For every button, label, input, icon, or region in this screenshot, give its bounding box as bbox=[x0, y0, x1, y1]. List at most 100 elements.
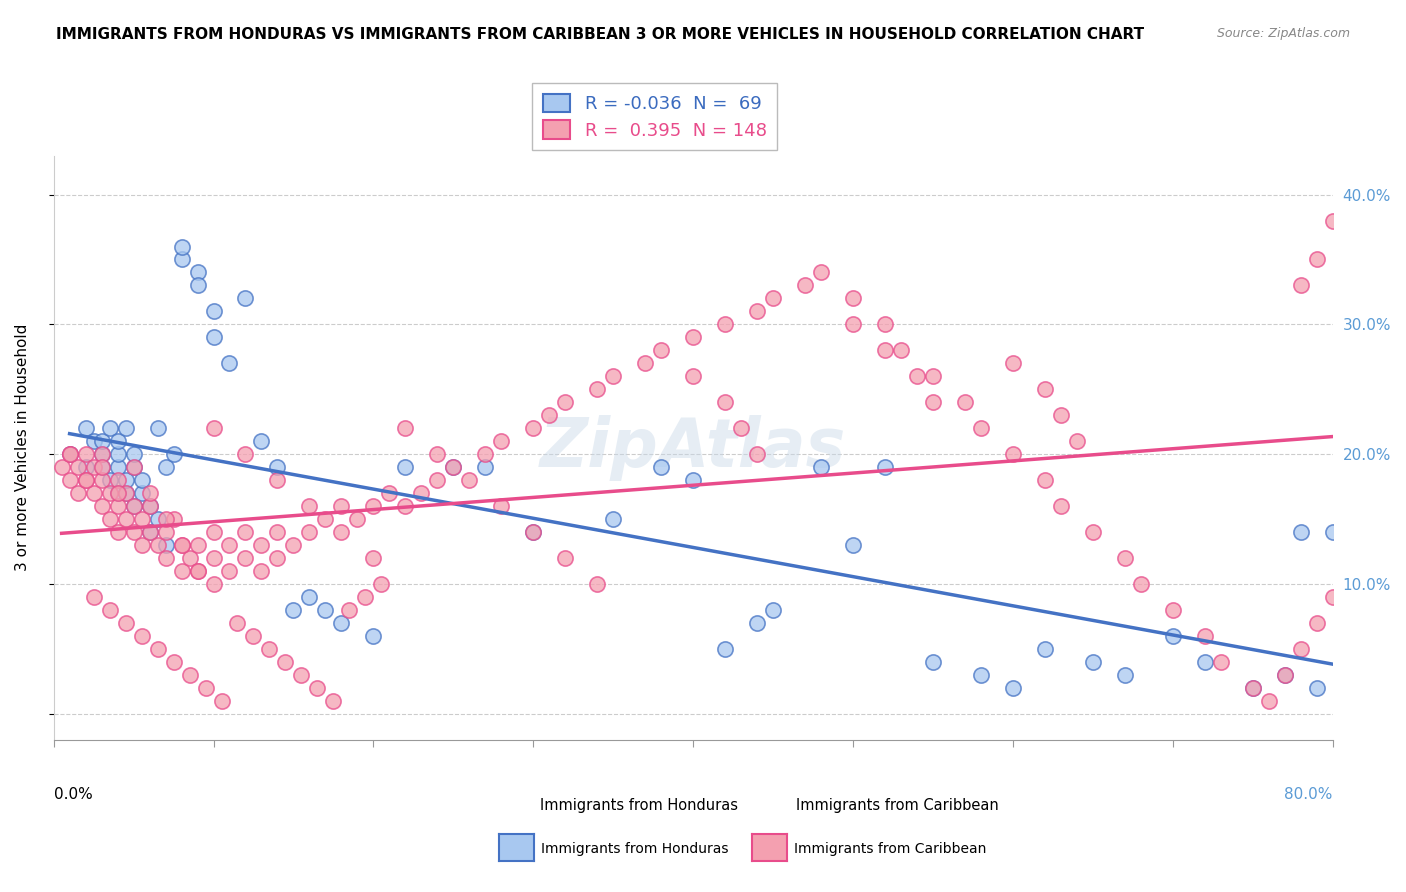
Text: 0.0%: 0.0% bbox=[53, 787, 93, 802]
Point bbox=[75, 460, 97, 475]
Point bbox=[66, 486, 89, 500]
Point bbox=[259, 641, 281, 656]
Point bbox=[155, 538, 177, 552]
Point bbox=[1081, 525, 1104, 540]
Point bbox=[298, 590, 321, 604]
Point bbox=[146, 421, 169, 435]
Point bbox=[970, 668, 993, 682]
Point bbox=[586, 382, 609, 396]
Point bbox=[634, 356, 657, 370]
Point bbox=[122, 460, 145, 475]
Point bbox=[242, 629, 264, 643]
Point bbox=[75, 473, 97, 487]
Point bbox=[538, 409, 561, 423]
Point bbox=[842, 318, 865, 332]
Point bbox=[250, 538, 273, 552]
Point bbox=[1114, 551, 1136, 566]
Point bbox=[155, 525, 177, 540]
Point bbox=[98, 421, 121, 435]
Point bbox=[122, 447, 145, 461]
Legend: R = -0.036  N =  69, R =  0.395  N = 148: R = -0.036 N = 69, R = 0.395 N = 148 bbox=[533, 83, 778, 151]
Point bbox=[266, 473, 288, 487]
Point bbox=[59, 447, 82, 461]
Point bbox=[90, 499, 112, 513]
Point bbox=[890, 343, 912, 358]
Point bbox=[114, 486, 136, 500]
Point bbox=[411, 486, 433, 500]
Point bbox=[1241, 681, 1264, 695]
Point bbox=[114, 473, 136, 487]
Point bbox=[131, 486, 153, 500]
Point bbox=[107, 499, 129, 513]
Point bbox=[602, 512, 624, 526]
Point bbox=[274, 655, 297, 669]
Point bbox=[1033, 641, 1056, 656]
Point bbox=[1289, 641, 1312, 656]
Point bbox=[1001, 356, 1024, 370]
Point bbox=[131, 629, 153, 643]
Point bbox=[107, 460, 129, 475]
Point bbox=[1289, 278, 1312, 293]
Point bbox=[458, 473, 481, 487]
Point bbox=[330, 615, 353, 630]
Point bbox=[90, 447, 112, 461]
Point bbox=[235, 447, 257, 461]
Point bbox=[363, 499, 385, 513]
Point bbox=[90, 460, 112, 475]
Point bbox=[186, 564, 208, 578]
Point bbox=[122, 460, 145, 475]
Point bbox=[873, 460, 896, 475]
Point bbox=[730, 421, 752, 435]
Point bbox=[194, 681, 217, 695]
Point bbox=[122, 525, 145, 540]
Point bbox=[290, 668, 312, 682]
Point bbox=[970, 421, 993, 435]
Point bbox=[522, 525, 544, 540]
Point bbox=[1050, 409, 1073, 423]
Point bbox=[138, 525, 160, 540]
Point bbox=[1161, 629, 1184, 643]
Point bbox=[90, 447, 112, 461]
Point bbox=[202, 304, 225, 318]
Point bbox=[922, 395, 945, 409]
Point bbox=[75, 473, 97, 487]
Point bbox=[682, 330, 704, 344]
Point bbox=[155, 512, 177, 526]
Point bbox=[298, 525, 321, 540]
Point bbox=[363, 629, 385, 643]
Point bbox=[90, 473, 112, 487]
Point bbox=[98, 486, 121, 500]
Point bbox=[170, 252, 193, 267]
Point bbox=[1194, 629, 1216, 643]
Point bbox=[441, 460, 464, 475]
Point bbox=[218, 538, 240, 552]
Text: Immigrants from Honduras: Immigrants from Honduras bbox=[540, 798, 738, 814]
Point bbox=[107, 486, 129, 500]
Point bbox=[138, 499, 160, 513]
Point bbox=[138, 525, 160, 540]
Point bbox=[650, 460, 672, 475]
Point bbox=[339, 603, 361, 617]
Point bbox=[554, 551, 576, 566]
Text: 80.0%: 80.0% bbox=[1285, 787, 1333, 802]
Point bbox=[714, 641, 737, 656]
Point bbox=[83, 460, 105, 475]
Point bbox=[1274, 668, 1296, 682]
Point bbox=[682, 473, 704, 487]
Point bbox=[586, 577, 609, 591]
Text: Immigrants from Honduras: Immigrants from Honduras bbox=[541, 842, 728, 856]
Point bbox=[1241, 681, 1264, 695]
Point bbox=[131, 512, 153, 526]
Point bbox=[474, 460, 496, 475]
Point bbox=[1033, 382, 1056, 396]
Point bbox=[1081, 655, 1104, 669]
Point bbox=[330, 525, 353, 540]
Y-axis label: 3 or more Vehicles in Household: 3 or more Vehicles in Household bbox=[15, 324, 30, 572]
Point bbox=[146, 538, 169, 552]
Point bbox=[202, 551, 225, 566]
Point bbox=[747, 304, 769, 318]
Point bbox=[211, 694, 233, 708]
Point bbox=[146, 641, 169, 656]
Point bbox=[370, 577, 392, 591]
Point bbox=[179, 551, 201, 566]
